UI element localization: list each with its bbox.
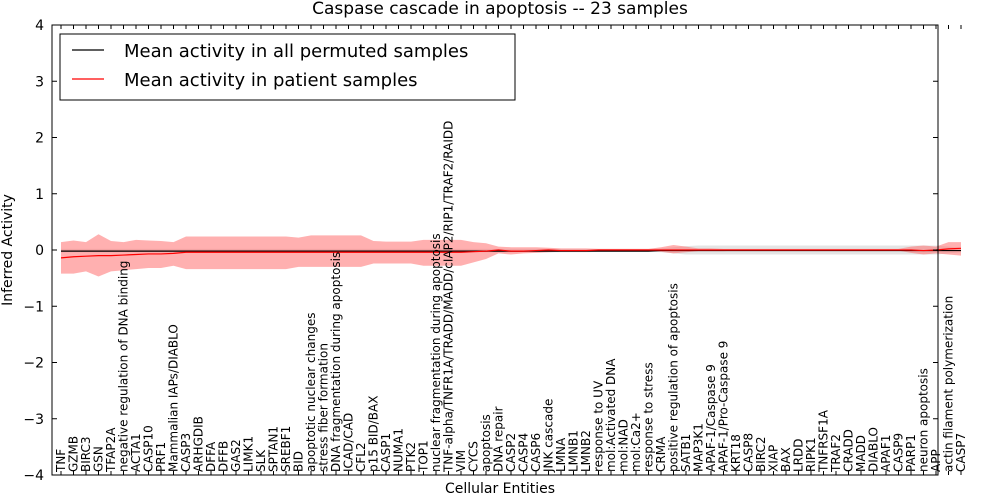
x-tick-label: DFFB <box>217 441 231 472</box>
x-tick-label: CFL2 <box>354 442 368 472</box>
x-tick-label: PARP1 <box>904 434 918 472</box>
mean-line-patient <box>60 247 962 259</box>
x-tick-label: JNK cascade <box>542 399 556 473</box>
x-tick-label: APAF1 <box>879 435 893 472</box>
x-tick-label: CASP10 <box>142 425 156 472</box>
x-tick-label: CRADD <box>842 429 856 472</box>
x-tick-label: ICAD/CAD <box>342 413 356 472</box>
x-tick-label: LMNB1 <box>567 430 581 472</box>
y-tick-label: −1 <box>23 299 44 315</box>
x-tick-label: MADD <box>854 435 868 472</box>
x-tick-label: BIRC2 <box>754 436 768 472</box>
x-tick-label: APP <box>929 449 943 472</box>
legend-box <box>59 33 516 101</box>
x-tick-label: CASP8 <box>742 433 756 472</box>
x-tick-label: actin filament polymerization <box>942 296 956 472</box>
x-tick-label: CASP6 <box>529 433 543 472</box>
x-tick-label: CASP1 <box>379 433 393 472</box>
confidence-band-patient <box>61 234 961 277</box>
x-tick-label: LRDD <box>792 438 806 472</box>
x-tick-label: BAX <box>779 447 793 472</box>
y-tick-label: 2 <box>35 131 44 147</box>
x-tick-label: nuclear fragmentation during apoptosis <box>429 233 443 472</box>
mean-lines <box>60 247 962 259</box>
x-tick-label: response to stress <box>642 362 656 472</box>
x-tick-label: apoptosis <box>479 414 493 472</box>
x-axis-label: Cellular Entities <box>445 481 555 497</box>
x-tick-label: BIRC3 <box>79 436 93 472</box>
x-tick-label: NUMA1 <box>392 428 406 472</box>
x-tick-label: PRF1 <box>154 442 168 472</box>
x-tick-label: CYCS <box>467 441 481 472</box>
x-tick-label: MAP3K1 <box>692 423 706 472</box>
x-tick-label: Mammalian IAPs/DIABLO <box>167 324 181 472</box>
y-tick-label: 0 <box>35 243 44 259</box>
x-tick-label: mol:NAD <box>617 419 631 472</box>
x-tick-label: SATB1 <box>679 434 693 472</box>
x-tick-label: APAF-1/Pro-Caspase 9 <box>717 341 731 472</box>
x-tick-label: XIAP <box>767 445 781 472</box>
y-axis-label: Inferred Activity <box>0 194 16 306</box>
x-tick-label: TFAP2A <box>104 427 118 473</box>
x-tick-label: positive regulation of apoptosis <box>667 283 681 472</box>
x-tick-label: apoptotic nuclear changes <box>304 313 318 472</box>
x-tick-label: mol:Ca2+ <box>629 412 643 472</box>
x-tick-label: CRMA <box>654 436 668 472</box>
x-tick-label: DNA fragmentation during apoptosis <box>329 252 343 472</box>
legend-label-permuted: Mean activity in all permuted samples <box>124 41 468 62</box>
x-tick-label: TNFRSF1A <box>817 409 831 473</box>
x-tick-label: GZMB <box>67 436 81 472</box>
x-tick-label: DIABLO <box>867 427 881 472</box>
x-tick-label: APAF-1/Caspase 9 <box>704 364 718 472</box>
x-tick-label: TRAF2 <box>829 434 843 473</box>
y-tick-label: 1 <box>35 187 44 203</box>
y-tick-label: −2 <box>23 356 44 372</box>
x-tick-label: LMNB2 <box>579 430 593 472</box>
x-tick-label: SPTAN1 <box>267 426 281 472</box>
x-tick-label: LMNA <box>554 437 568 472</box>
x-tick-label: GSN <box>92 446 106 472</box>
x-tick-label: neuron apoptosis <box>917 368 931 472</box>
x-tick-label: DNA repair <box>492 406 506 472</box>
x-tick-label: TNF <box>54 449 68 473</box>
legend: Mean activity in all permuted samples Me… <box>59 33 516 101</box>
y-tick-label: 4 <box>35 18 44 34</box>
x-tick-label: response to UV <box>592 380 606 472</box>
x-tick-label: mol:Activated DNA <box>604 358 618 472</box>
x-tick-label: CASP2 <box>504 433 518 472</box>
y-tick-label: −3 <box>23 412 44 428</box>
x-tick-label: TNF-alpha/TNFR1A/TRADD/MADD/cIAP2/RIP1/T… <box>442 121 456 473</box>
x-tick-label: LIMK1 <box>242 436 256 472</box>
x-tick-label: TOP1 <box>417 440 431 473</box>
x-tick-label: VIM <box>454 450 468 472</box>
legend-label-patient: Mean activity in patient samples <box>124 70 418 91</box>
x-tick-label: negative regulation of DNA binding <box>117 261 131 472</box>
x-tick-label: GAS2 <box>229 439 243 472</box>
x-tick-label: SREBF1 <box>279 426 293 472</box>
x-tick-label: BID <box>292 451 306 472</box>
x-tick-label: ACTA1 <box>129 433 143 472</box>
x-tick-label: PTK2 <box>404 442 418 472</box>
x-tick-label: CASP4 <box>517 433 531 472</box>
y-tick-label: −4 <box>23 468 44 484</box>
x-tick-label: stress fiber formation <box>317 343 331 472</box>
x-tick-label: CASP3 <box>179 433 193 472</box>
x-tick-label: ARHGDIB <box>192 416 206 472</box>
y-tick-label: 3 <box>35 74 44 90</box>
y-axis-ticks: −4 −3 −2 −1 0 1 2 3 4 <box>23 18 938 484</box>
x-tick-label: KRT18 <box>729 434 743 472</box>
confidence-bands <box>61 234 961 277</box>
x-tick-label: CASP9 <box>892 433 906 472</box>
chart-title: Caspase cascade in apoptosis -- 23 sampl… <box>312 0 688 19</box>
x-tick-label: p15 BID/BAX <box>367 396 381 472</box>
x-tick-label: DFFA <box>204 441 218 472</box>
x-tick-label: RIPK1 <box>804 437 818 472</box>
x-tick-label: CASP7 <box>954 433 968 472</box>
x-tick-label: SLK <box>254 449 268 472</box>
